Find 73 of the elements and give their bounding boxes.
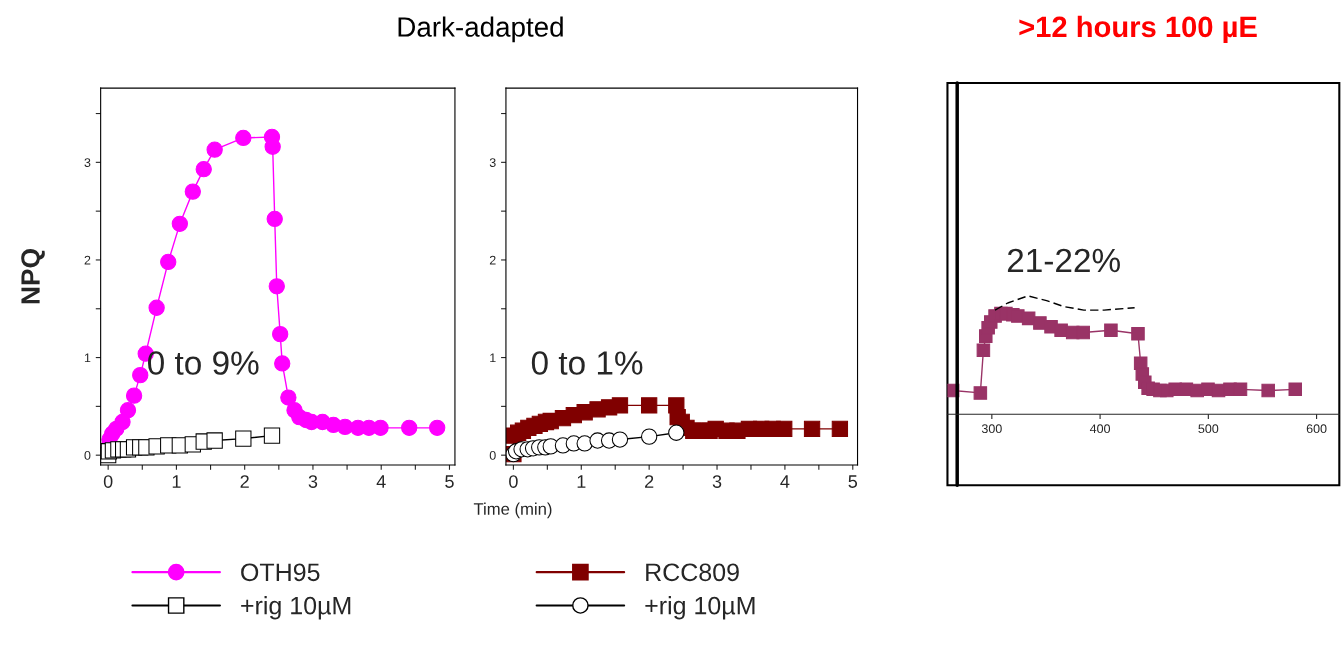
y-tick-label: 0	[84, 450, 91, 460]
x-tick-label: 3	[712, 475, 722, 488]
y-tick-label: 1	[490, 353, 496, 363]
point	[1076, 325, 1090, 340]
point	[148, 299, 165, 316]
y-tick-label: 2	[84, 255, 91, 265]
point	[235, 430, 252, 447]
point	[611, 397, 629, 414]
y-tick-label: 2	[489, 255, 496, 265]
y-axis-title: NPQ	[21, 249, 45, 304]
point	[171, 215, 188, 232]
text: 21-22%	[1007, 248, 1120, 273]
x-tick-label: 5	[445, 475, 454, 488]
point	[119, 402, 137, 419]
point	[611, 431, 629, 448]
x-tick-label: 0	[103, 475, 113, 488]
point	[206, 141, 223, 158]
point	[272, 325, 289, 343]
y-tick-label: 3	[489, 158, 496, 167]
point	[235, 129, 252, 147]
x-tick-label: 3	[308, 475, 318, 488]
point	[263, 427, 281, 444]
x-axis-title: Time (min)	[473, 502, 552, 519]
point	[668, 424, 685, 441]
y-tick-label: 0	[489, 450, 496, 460]
point	[641, 428, 658, 445]
point	[280, 389, 297, 406]
point	[132, 366, 149, 384]
point	[803, 420, 821, 437]
chart-title: Dark-adapted	[398, 16, 563, 43]
annotation: 0 to 9%	[148, 351, 259, 375]
x-tick-label: 500	[1198, 424, 1219, 434]
x-tick-label: 400	[1089, 424, 1111, 434]
point	[973, 386, 988, 400]
point	[1233, 382, 1248, 397]
x-tick-label: 2	[645, 475, 654, 488]
point	[1104, 323, 1118, 337]
point	[195, 161, 212, 178]
point	[1261, 383, 1275, 398]
x-tick-label: 300	[981, 424, 1002, 434]
point	[641, 397, 658, 414]
legend-label: +rig 10µM	[645, 596, 755, 620]
point	[1131, 326, 1145, 341]
x-tick-label: 0	[509, 475, 518, 488]
x-tick-label: 1	[577, 475, 586, 488]
point	[401, 419, 418, 436]
x-tick-label: 5	[848, 475, 858, 488]
legend-label: RCC809	[646, 563, 739, 582]
point	[274, 355, 291, 372]
point	[206, 432, 223, 449]
x-tick-label: 2	[240, 475, 249, 488]
x-tick-label: 4	[376, 475, 386, 488]
point	[125, 387, 143, 404]
point	[1054, 323, 1068, 337]
point	[976, 343, 991, 358]
point	[268, 278, 285, 295]
y-tick-label: 1	[84, 353, 91, 363]
point	[776, 420, 793, 437]
x-tick-label: 600	[1306, 424, 1327, 434]
point	[831, 420, 849, 437]
point	[429, 419, 446, 436]
x-tick-label: 4	[780, 475, 790, 488]
chart-title: >12 hours 100 µE	[1019, 15, 1257, 43]
point	[160, 253, 177, 271]
legend-label: +rig 10µM	[241, 596, 351, 620]
point	[372, 419, 389, 436]
x-tick-label: 1	[172, 475, 181, 488]
legend-label: OTH95	[241, 563, 320, 582]
annotation: 0 to 1%	[531, 351, 643, 375]
point	[266, 210, 283, 228]
point	[1288, 382, 1303, 397]
y-tick-label: 3	[84, 158, 91, 167]
point	[184, 183, 201, 200]
